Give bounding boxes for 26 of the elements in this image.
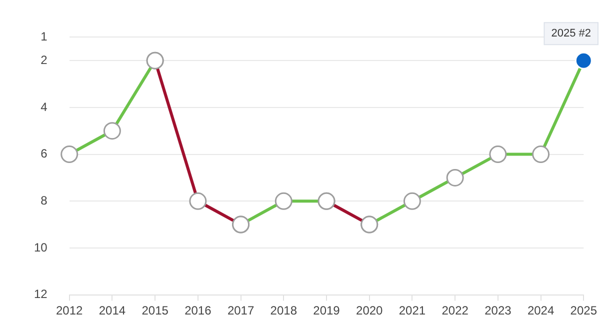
- y-tick-label: 12: [34, 287, 48, 302]
- point: [532, 146, 550, 164]
- y-tick-label: 4: [40, 100, 48, 114]
- x-tick-label: 2017: [227, 303, 254, 318]
- annotation: 2025 #2: [551, 28, 592, 40]
- x-tick-label: 2016: [184, 303, 212, 318]
- x-tick-label: 2025: [570, 303, 598, 318]
- y-tick-label: 6: [40, 146, 48, 161]
- x-tick-label: 2012: [56, 303, 84, 318]
- y-tick-label: 8: [40, 193, 48, 208]
- x-tick-label: 2015: [142, 303, 169, 318]
- y-tick-label: 1: [40, 30, 48, 44]
- point: [574, 52, 592, 70]
- x-tick-label: 2022: [442, 303, 469, 318]
- x-tick-label: 2018: [270, 303, 298, 318]
- point: [446, 168, 464, 186]
- x-tick-label: 2020: [356, 303, 384, 318]
- y-tick-label: 10: [34, 240, 48, 254]
- x-tick-label: 2021: [398, 303, 426, 318]
- point: [489, 146, 507, 164]
- x-tick-label: 2024: [527, 303, 554, 318]
- y-tick-label: 2: [40, 52, 48, 67]
- x-tick-label: 2023: [484, 303, 512, 318]
- x-tick-label: 2019: [313, 303, 340, 318]
- point: [403, 192, 421, 210]
- x-tick-label: 2014: [98, 303, 126, 318]
